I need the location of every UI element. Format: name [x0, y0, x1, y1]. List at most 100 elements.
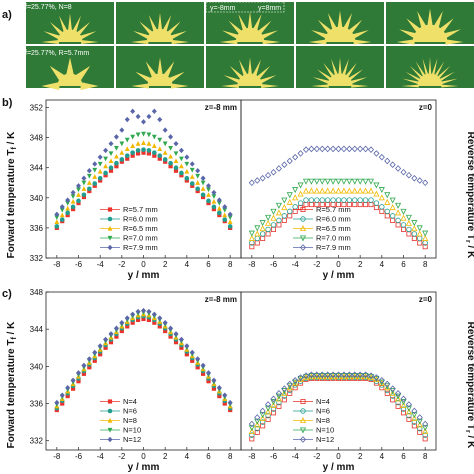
data-point — [168, 334, 173, 339]
data-point — [330, 187, 337, 194]
data-point — [168, 325, 174, 331]
data-point — [357, 145, 364, 153]
legend-label: R=7.9 mm — [123, 243, 158, 252]
y-tick-label: 344 — [30, 325, 44, 334]
data-point — [363, 202, 369, 208]
legend-label: N=4 — [316, 397, 330, 406]
data-point — [405, 405, 412, 412]
data-point — [308, 374, 315, 381]
data-point — [275, 209, 282, 216]
data-point — [135, 141, 141, 146]
series-4 — [248, 373, 429, 432]
data-point — [389, 161, 396, 168]
data-point — [281, 397, 287, 403]
x-tick-label: -6 — [270, 260, 278, 269]
data-point — [260, 423, 266, 429]
data-point — [141, 307, 146, 314]
data-point — [378, 153, 385, 161]
data-point — [87, 186, 92, 192]
data-point — [87, 365, 92, 370]
charts-layer: -8 -6 -4 -2 0 2 4 6 8 332 336 340 344 348 352 y / mm z=-… — [30, 99, 437, 473]
data-point — [340, 145, 347, 153]
data-point — [411, 423, 417, 429]
data-point — [346, 197, 353, 203]
data-point — [405, 401, 412, 408]
data-point — [195, 173, 201, 179]
legend-label: N=4 — [123, 397, 137, 406]
data-point — [200, 362, 206, 369]
sun-shape — [41, 13, 99, 45]
z-annotation: z=0 — [419, 295, 433, 304]
data-point — [351, 371, 358, 379]
data-point — [200, 175, 206, 181]
data-point — [308, 145, 315, 153]
data-point — [275, 393, 282, 400]
data-point — [357, 178, 364, 185]
data-point — [373, 150, 380, 157]
data-point — [76, 379, 81, 384]
data-point — [189, 161, 195, 167]
data-point — [362, 178, 369, 185]
data-point — [151, 311, 157, 318]
x-tick-label: -8 — [53, 260, 61, 269]
legend-marker — [107, 408, 113, 414]
data-point — [389, 388, 396, 394]
data-point — [157, 146, 163, 152]
legend-marker — [107, 436, 113, 443]
data-point — [259, 174, 266, 182]
data-point — [141, 316, 146, 322]
legend-label: N=10 — [316, 426, 334, 435]
data-point — [395, 202, 402, 209]
data-point — [141, 131, 146, 137]
data-point — [324, 371, 331, 379]
data-point — [65, 197, 71, 203]
data-point — [162, 157, 168, 162]
data-point — [395, 217, 401, 224]
data-point — [303, 202, 309, 208]
data-point — [297, 150, 304, 157]
data-point — [222, 207, 228, 213]
data-point — [351, 178, 358, 185]
data-point — [367, 187, 375, 194]
y-tick-label: 340 — [30, 194, 44, 203]
data-point — [378, 377, 385, 384]
data-point — [411, 235, 417, 241]
data-point — [195, 186, 200, 192]
data-point — [130, 134, 136, 140]
data-point — [411, 419, 418, 425]
data-point — [217, 393, 222, 399]
y-tick-label: 332 — [30, 254, 44, 263]
data-point — [411, 231, 418, 237]
data-point — [259, 407, 266, 415]
data-point — [81, 186, 87, 191]
data-point — [270, 401, 277, 408]
data-point — [270, 410, 276, 416]
sun-shape — [311, 57, 369, 88]
data-point — [124, 153, 130, 158]
data-point — [324, 145, 331, 153]
data-point — [206, 187, 211, 193]
data-point — [146, 148, 152, 153]
data-point — [168, 146, 173, 151]
legend-marker — [300, 206, 306, 212]
x-axis-label: y / mm — [323, 462, 355, 473]
data-point — [384, 384, 391, 391]
data-point — [260, 235, 266, 241]
data-point — [330, 371, 337, 379]
data-point — [103, 336, 109, 343]
x-tick-label: -6 — [270, 452, 278, 461]
data-point — [222, 217, 228, 222]
x-tick-label: -6 — [75, 452, 83, 461]
legend-label: N=6 — [123, 407, 137, 416]
data-point — [135, 317, 141, 322]
data-point — [411, 220, 418, 227]
data-point — [357, 197, 363, 203]
data-point — [222, 392, 228, 398]
data-point — [65, 385, 71, 391]
y-tick-label: 336 — [30, 400, 44, 409]
data-point — [292, 153, 299, 161]
data-point — [92, 161, 98, 167]
x-axis-label: y / mm — [128, 462, 160, 473]
data-point — [65, 393, 70, 399]
x-tick-label: -8 — [248, 260, 256, 269]
